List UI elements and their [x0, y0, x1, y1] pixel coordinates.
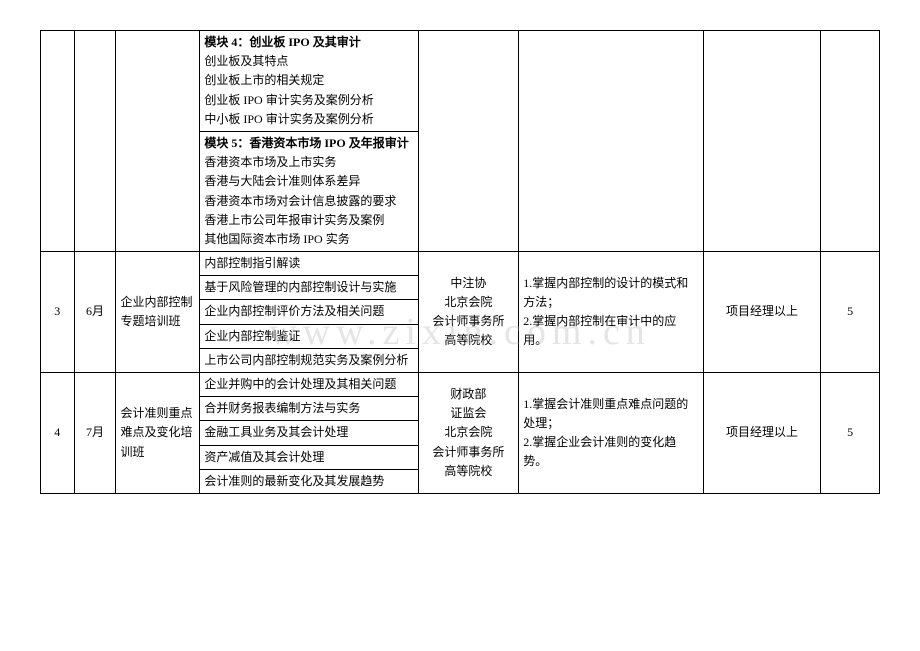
content-line: 香港与大陆会计准则体系差异	[204, 172, 413, 191]
content-line: 创业板上市的相关规定	[204, 71, 413, 90]
cell-content: 企业内部控制评价方法及相关问题	[200, 300, 418, 324]
cell-name: 会计准则重点难点及变化培训班	[116, 373, 200, 494]
cell-goal: 1.掌握内部控制的设计的模式和方法； 2.掌握内部控制在审计中的应用。	[519, 252, 704, 373]
content-line: 其他国际资本市场 IPO 实务	[204, 230, 413, 249]
table-row: 47月会计准则重点难点及变化培训班企业并购中的会计处理及其相关问题财政部 证监会…	[41, 373, 880, 397]
content-line: 创业板及其特点	[204, 52, 413, 71]
table-row: 模块 4：创业板 IPO 及其审计创业板及其特点创业板上市的相关规定创业板 IP…	[41, 31, 880, 132]
cell-content: 企业内部控制鉴证	[200, 324, 418, 348]
cell-teacher	[418, 31, 519, 252]
cell-idx: 4	[41, 373, 75, 494]
cell-content: 金融工具业务及其会计处理	[200, 421, 418, 445]
cell-month: 7月	[74, 373, 116, 494]
cell-target	[703, 31, 820, 252]
cell-name	[116, 31, 200, 252]
cell-content: 会计准则的最新变化及其发展趋势	[200, 469, 418, 493]
cell-idx: 3	[41, 252, 75, 373]
cell-content: 上市公司内部控制规范实务及案例分析	[200, 348, 418, 372]
cell-goal: 1.掌握会计准则重点难点问题的处理； 2.掌握企业会计准则的变化趋势。	[519, 373, 704, 494]
cell-content: 企业并购中的会计处理及其相关问题	[200, 373, 418, 397]
cell-days: 5	[821, 252, 880, 373]
content-line: 模块 5：香港资本市场 IPO 及年报审计	[204, 134, 413, 153]
training-table: 模块 4：创业板 IPO 及其审计创业板及其特点创业板上市的相关规定创业板 IP…	[40, 30, 880, 494]
content-line: 香港资本市场对会计信息披露的要求	[204, 192, 413, 211]
table-row: 36月企业内部控制专题培训班内部控制指引解读中注协 北京会院 会计师事务所 高等…	[41, 252, 880, 276]
page: www.zixin.com.cn 模块 4：创业板 IPO 及其审计创业板及其特…	[40, 30, 880, 494]
cell-target: 项目经理以上	[703, 373, 820, 494]
cell-content: 内部控制指引解读	[200, 252, 418, 276]
content-line: 模块 4：创业板 IPO 及其审计	[204, 33, 413, 52]
content-line: 创业板 IPO 审计实务及案例分析	[204, 91, 413, 110]
cell-month	[74, 31, 116, 252]
cell-teacher: 中注协 北京会院 会计师事务所 高等院校	[418, 252, 519, 373]
content-line: 香港资本市场及上市实务	[204, 153, 413, 172]
cell-content: 模块 4：创业板 IPO 及其审计创业板及其特点创业板上市的相关规定创业板 IP…	[200, 31, 418, 132]
cell-days: 5	[821, 373, 880, 494]
cell-month: 6月	[74, 252, 116, 373]
cell-name: 企业内部控制专题培训班	[116, 252, 200, 373]
content-line: 中小板 IPO 审计实务及案例分析	[204, 110, 413, 129]
cell-content: 模块 5：香港资本市场 IPO 及年报审计香港资本市场及上市实务香港与大陆会计准…	[200, 131, 418, 251]
cell-content: 基于风险管理的内部控制设计与实施	[200, 276, 418, 300]
cell-days	[821, 31, 880, 252]
cell-content: 资产减值及其会计处理	[200, 445, 418, 469]
cell-goal	[519, 31, 704, 252]
cell-content: 合并财务报表编制方法与实务	[200, 397, 418, 421]
content-line: 香港上市公司年报审计实务及案例	[204, 211, 413, 230]
cell-idx	[41, 31, 75, 252]
cell-target: 项目经理以上	[703, 252, 820, 373]
cell-teacher: 财政部 证监会 北京会院 会计师事务所 高等院校	[418, 373, 519, 494]
